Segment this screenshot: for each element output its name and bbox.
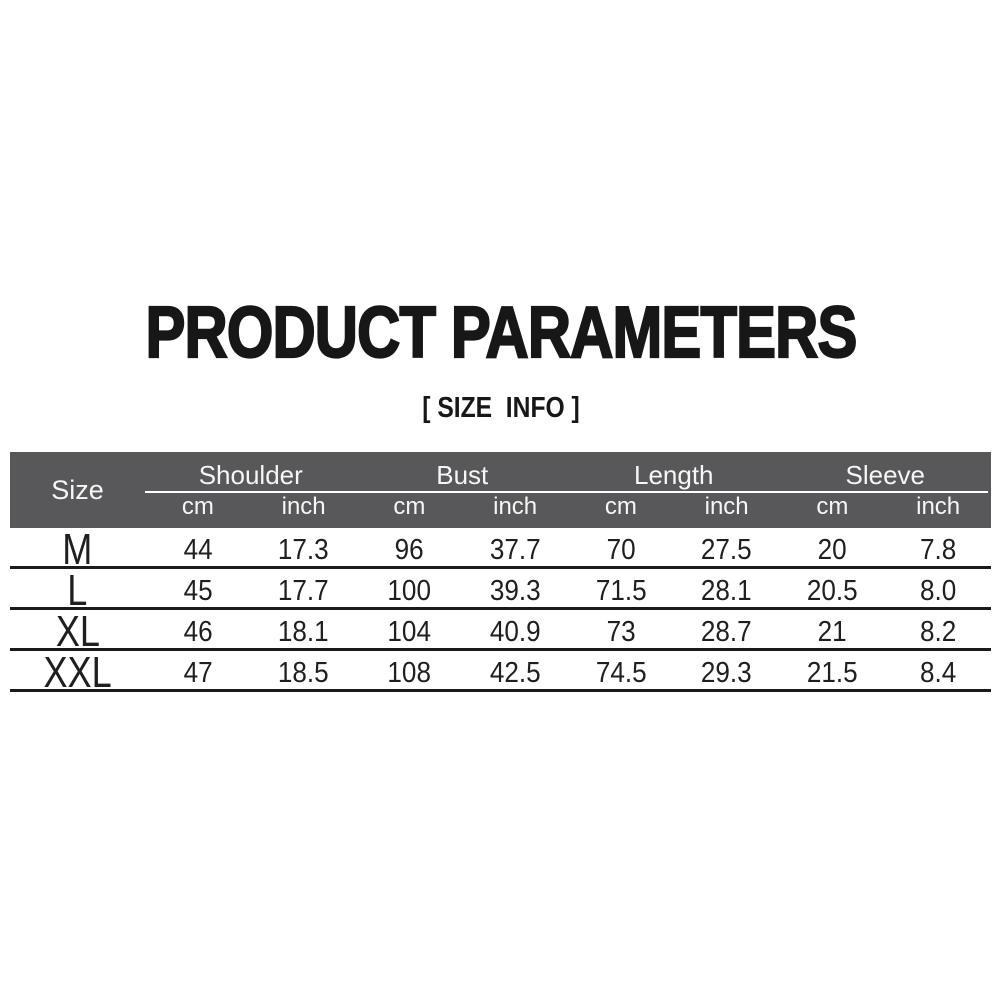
unit-header-shoulder-inch: inch	[281, 493, 326, 520]
value-cell: 8.2	[885, 610, 991, 654]
unit-header-bust-cm: cm	[393, 493, 426, 520]
value-cell: 17.7	[251, 569, 357, 613]
value: 70	[606, 533, 636, 566]
value-cell: 108	[357, 651, 463, 695]
value-cell: 70	[568, 528, 674, 572]
table-row-m: M 44 17.3 96 37.7 70 27.5 20 7.8	[10, 528, 991, 572]
value: 47	[183, 656, 213, 689]
value: 104	[387, 615, 432, 648]
value-cell: 71.5	[568, 569, 674, 613]
value-cell: 96	[357, 528, 463, 572]
value-cell: 7.8	[885, 528, 991, 572]
value-cell: 28.7	[674, 610, 780, 654]
value: 21.5	[806, 656, 858, 689]
unit-header-sleeve-inch: inch	[916, 493, 961, 520]
size-label: XL	[55, 607, 100, 656]
page-title: PRODUCT PARAMETERS	[145, 293, 859, 373]
value-cell: 18.1	[251, 610, 357, 654]
value-cell: 42.5	[462, 651, 568, 695]
value: 21	[817, 615, 847, 648]
value: 45	[183, 574, 213, 607]
value: 20.5	[806, 574, 858, 607]
value: 8.0	[919, 574, 957, 607]
value: 17.7	[278, 574, 330, 607]
size-label: XXL	[43, 648, 112, 697]
size-cell: XL	[10, 610, 145, 654]
value-cell: 39.3	[462, 569, 568, 613]
value-cell: 45	[145, 569, 251, 613]
value-cell: 40.9	[462, 610, 568, 654]
value-cell: 8.4	[885, 651, 991, 695]
value: 29.3	[701, 656, 753, 689]
value: 8.4	[919, 656, 957, 689]
table-row-xl: XL 46 18.1 104 40.9 73 28.7 21 8.2	[10, 610, 991, 654]
value-cell: 29.3	[674, 651, 780, 695]
value: 18.5	[278, 656, 330, 689]
table-row-l: L 45 17.7 100 39.3 71.5 28.1 20.5 8.0	[10, 569, 991, 613]
value: 46	[183, 615, 213, 648]
value-cell: 21.5	[780, 651, 886, 695]
group-header-shoulder: Shoulder	[198, 459, 303, 490]
value: 44	[183, 533, 213, 566]
value: 40.9	[489, 615, 541, 648]
value: 20	[817, 533, 847, 566]
value-cell: 44	[145, 528, 251, 572]
value: 37.7	[489, 533, 541, 566]
value-cell: 37.7	[462, 528, 568, 572]
group-header-bust: Bust	[436, 459, 489, 490]
value-cell: 28.1	[674, 569, 780, 613]
value-cell: 104	[357, 610, 463, 654]
value-cell: 73	[568, 610, 674, 654]
value: 39.3	[489, 574, 541, 607]
header-divider-rule	[145, 491, 988, 493]
value: 108	[387, 656, 432, 689]
size-cell: M	[10, 528, 145, 572]
value: 71.5	[595, 574, 647, 607]
value: 18.1	[278, 615, 330, 648]
value-cell: 46	[145, 610, 251, 654]
value-cell: 8.0	[885, 569, 991, 613]
value: 42.5	[489, 656, 541, 689]
value: 100	[387, 574, 432, 607]
value: 7.8	[919, 533, 957, 566]
size-table: Size Shoulder Bust Length Sleeve cm inch…	[10, 452, 991, 695]
value-cell: 20	[780, 528, 886, 572]
table-row-xxl: XXL 47 18.5 108 42.5 74.5 29.3 21.5 8.4	[10, 651, 991, 695]
value: 74.5	[595, 656, 647, 689]
value-cell: 21	[780, 610, 886, 654]
value-cell: 20.5	[780, 569, 886, 613]
value: 28.7	[701, 615, 753, 648]
page-subtitle: [ SIZE INFO ]	[422, 392, 580, 424]
value: 17.3	[278, 533, 330, 566]
size-label: M	[62, 525, 93, 574]
value-cell: 18.5	[251, 651, 357, 695]
unit-header-length-inch: inch	[704, 493, 749, 520]
table-header: Size Shoulder Bust Length Sleeve cm inch…	[10, 452, 991, 528]
size-label: L	[67, 566, 88, 615]
size-cell: L	[10, 569, 145, 613]
value-cell: 27.5	[674, 528, 780, 572]
unit-header-bust-inch: inch	[493, 493, 538, 520]
value-cell: 17.3	[251, 528, 357, 572]
unit-header-sleeve-cm: cm	[816, 493, 849, 520]
value: 28.1	[701, 574, 753, 607]
unit-header-shoulder-cm: cm	[181, 493, 214, 520]
value-cell: 74.5	[568, 651, 674, 695]
group-header-sleeve: Sleeve	[845, 459, 926, 490]
value: 96	[394, 533, 424, 566]
value: 27.5	[701, 533, 753, 566]
value-cell: 100	[357, 569, 463, 613]
value: 8.2	[919, 615, 957, 648]
group-header-length: Length	[633, 459, 714, 490]
size-column-header: Size	[51, 474, 104, 505]
value: 73	[606, 615, 636, 648]
size-cell: XXL	[10, 651, 145, 695]
value-cell: 47	[145, 651, 251, 695]
unit-header-length-cm: cm	[604, 493, 637, 520]
